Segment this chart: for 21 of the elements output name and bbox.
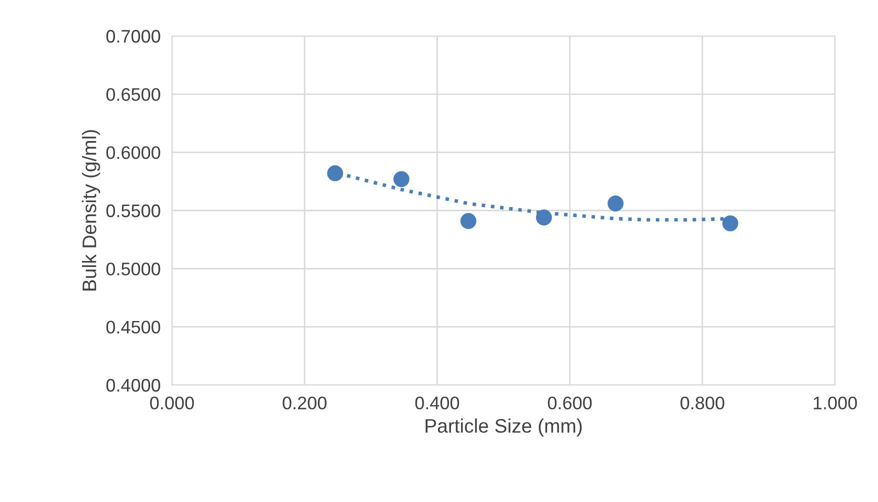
x-tick-label: 0.200	[282, 396, 326, 410]
y-tick-label: 0.7000	[106, 30, 160, 43]
point	[722, 215, 738, 232]
y-tick-label: 0.6000	[106, 146, 160, 160]
x-tick-label: 0.400	[415, 396, 460, 410]
x-tick-label: 0.800	[680, 396, 724, 410]
x-tick-label: 0.000	[150, 396, 194, 410]
point	[327, 165, 344, 182]
x-tick-label: 1.000	[814, 396, 857, 410]
x-axis-title: Particle Size (mm)	[426, 418, 582, 437]
point	[460, 212, 476, 229]
x-tick-label: 0.600	[548, 396, 592, 410]
point	[393, 171, 410, 188]
point	[608, 196, 624, 212]
y-tick-label: 0.4500	[106, 320, 160, 334]
point	[536, 210, 552, 226]
y-axis-title: Bulk Density (g/ml)	[82, 130, 100, 290]
y-tick-label: 0.6500	[106, 88, 160, 101]
y-tick-label: 0.5000	[106, 262, 160, 276]
y-tick-label: 0.5500	[106, 204, 160, 218]
y-tick-label: 0.4000	[106, 378, 160, 392]
